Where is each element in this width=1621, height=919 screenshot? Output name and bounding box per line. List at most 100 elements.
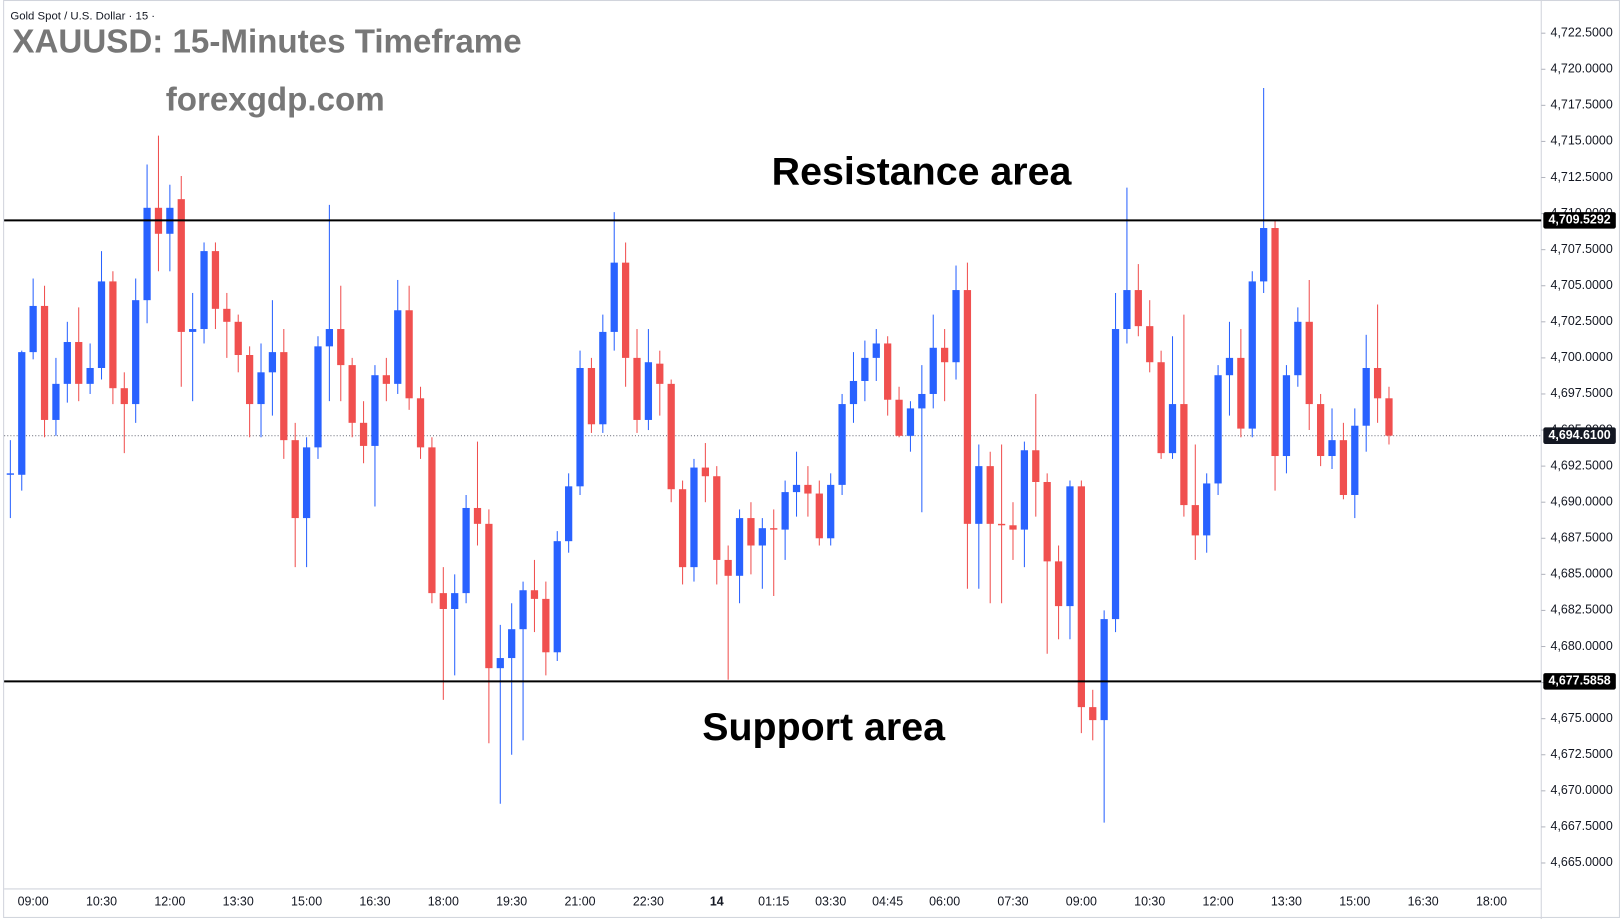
y-tick-label: 4,700.0000 xyxy=(1551,350,1613,364)
candle-body xyxy=(257,372,265,405)
candle-body xyxy=(827,484,835,539)
candle-body xyxy=(40,305,49,420)
candle-body xyxy=(610,262,618,332)
level-badge xyxy=(1543,673,1616,690)
x-tick-label: 09:00 xyxy=(18,895,49,909)
level-label: 4,709.5292 xyxy=(1548,213,1610,227)
candle-body xyxy=(143,207,151,301)
x-tick-label: 04:45 xyxy=(872,895,903,909)
candle-body xyxy=(382,375,390,384)
y-tick-label: 4,687.5000 xyxy=(1551,531,1613,545)
x-tick-label: 18:00 xyxy=(1476,895,1507,909)
candle-body xyxy=(678,489,687,568)
y-tick-label: 4,702.5000 xyxy=(1551,314,1613,328)
y-tick-label: 4,715.0000 xyxy=(1551,134,1613,148)
y-tick-label: 4,722.5000 xyxy=(1551,25,1613,39)
y-tick-label: 4,682.5000 xyxy=(1551,603,1613,617)
candle-body xyxy=(1043,481,1051,562)
x-tick-label: 12:00 xyxy=(1203,895,1234,909)
candle-body xyxy=(872,343,880,358)
candle-body xyxy=(302,447,311,519)
candle-body xyxy=(1054,561,1063,607)
candle-body xyxy=(735,518,744,576)
x-tick-label: 12:00 xyxy=(154,895,185,909)
candle-body xyxy=(1339,440,1348,495)
candle-body xyxy=(815,493,823,539)
candle-body xyxy=(97,281,106,368)
candle-body xyxy=(1134,290,1142,327)
x-tick-label: 13:30 xyxy=(1271,895,1302,909)
candle-body xyxy=(6,473,14,475)
candle-body xyxy=(268,352,277,373)
candle-body xyxy=(747,518,755,546)
y-tick-label: 4,665.0000 xyxy=(1551,855,1613,869)
candle-body xyxy=(553,541,561,653)
x-tick-label: 19:30 xyxy=(496,895,527,909)
y-tick-label: 4,697.5000 xyxy=(1551,386,1613,400)
candle-body xyxy=(63,342,71,384)
candle-body xyxy=(1362,367,1370,426)
candle-body xyxy=(656,363,664,384)
candle-body xyxy=(1077,486,1085,708)
candle-body xyxy=(838,404,846,485)
candle-body xyxy=(371,375,379,446)
x-tick-label: 07:30 xyxy=(997,895,1028,909)
candle-body xyxy=(120,388,128,405)
candle-body xyxy=(576,367,584,487)
x-tick-label: 09:00 xyxy=(1066,895,1097,909)
candle-body xyxy=(1066,486,1074,607)
y-tick-label: 4,690.0000 xyxy=(1551,494,1613,508)
candle-body xyxy=(496,658,504,669)
candle-body xyxy=(1294,321,1302,376)
candle-body xyxy=(1248,281,1256,429)
x-tick-label: 21:00 xyxy=(564,895,595,909)
candle-body xyxy=(781,492,789,530)
y-tick-label: 4,670.0000 xyxy=(1551,783,1613,797)
level-badge xyxy=(1543,212,1616,229)
candle-body xyxy=(804,484,812,494)
x-tick-label: 10:30 xyxy=(1134,895,1165,909)
candle-body xyxy=(1020,450,1029,530)
candle-body xyxy=(1089,707,1097,721)
candle-body xyxy=(1203,483,1211,536)
candle-body xyxy=(792,484,801,493)
candle-body xyxy=(189,329,197,332)
candle-body xyxy=(1225,357,1234,376)
x-tick-label: 14 xyxy=(710,895,724,909)
candle-body xyxy=(1271,228,1279,457)
candle-body xyxy=(1373,367,1382,399)
candle-body xyxy=(1316,404,1325,457)
candle-body xyxy=(884,343,892,400)
candle-body xyxy=(918,393,926,409)
candle-body xyxy=(1009,525,1017,530)
candle-body xyxy=(1168,404,1177,454)
candle-body xyxy=(29,305,37,353)
candle-body xyxy=(941,347,949,363)
y-tick-label: 4,720.0000 xyxy=(1551,62,1613,76)
candle-body xyxy=(1282,375,1291,457)
candle-body xyxy=(986,466,994,524)
candle-body xyxy=(1157,362,1165,454)
candle-body xyxy=(177,199,185,332)
candle-body xyxy=(52,383,60,420)
y-tick-label: 4,707.5000 xyxy=(1551,242,1613,256)
x-tick-label: 15:00 xyxy=(1339,895,1370,909)
candle-body xyxy=(1146,326,1154,363)
plot: 4,665.0000 4,667.5000 4,670.0000 4,672.5000… xyxy=(4,25,1613,909)
candle-body xyxy=(1032,450,1040,482)
y-tick-label: 4,672.5000 xyxy=(1551,747,1613,761)
candle-body xyxy=(473,507,482,524)
candle-body xyxy=(18,352,26,475)
level-label: 4,677.5858 xyxy=(1548,674,1610,688)
y-tick-label: 4,705.0000 xyxy=(1551,278,1613,292)
candle-body xyxy=(314,346,322,448)
candle-body xyxy=(724,559,732,576)
candle-body xyxy=(530,590,539,599)
candle-body xyxy=(849,380,858,405)
x-tick-label: 18:00 xyxy=(428,895,459,909)
candle-body xyxy=(75,342,83,384)
y-tick-label: 4,692.5000 xyxy=(1551,458,1613,472)
y-tick-label: 4,680.0000 xyxy=(1551,639,1613,653)
y-tick-label: 4,717.5000 xyxy=(1551,98,1613,112)
symbol-header: Gold Spot / U.S. Dollar · 15 · xyxy=(10,11,155,23)
